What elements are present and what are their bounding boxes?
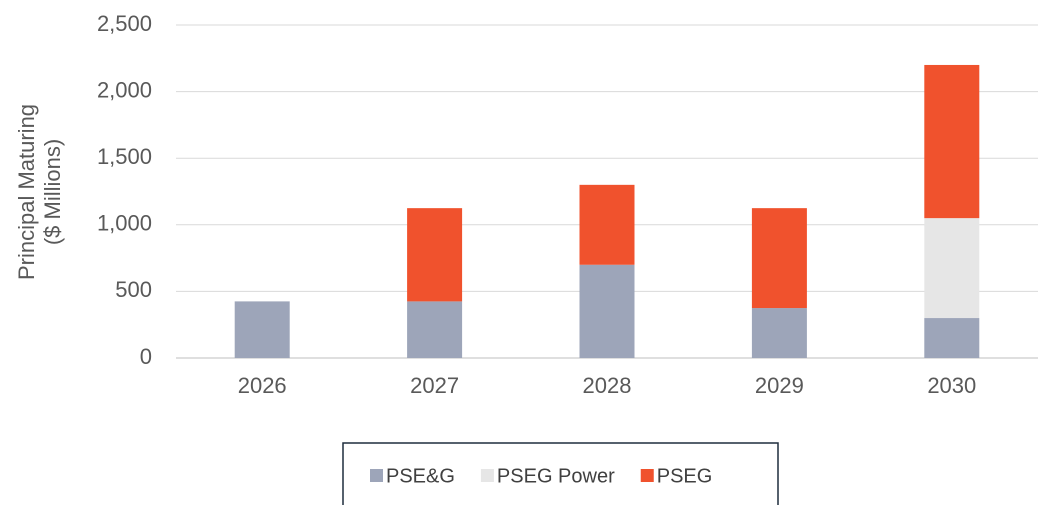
x-tick-label: 2026: [238, 373, 287, 398]
x-tick-label: 2028: [583, 373, 632, 398]
bar-segment: [924, 64, 980, 219]
bar-segment: [579, 264, 635, 358]
x-tick-label: 2030: [927, 373, 976, 398]
x-tick-label: 2027: [410, 373, 459, 398]
legend-box: [342, 442, 779, 505]
legend-label: PSEG Power: [497, 465, 615, 487]
y-tick-label: 0: [140, 344, 152, 369]
legend-label: PSE&G: [386, 465, 455, 487]
y-axis-title-line: Principal Maturing: [14, 104, 39, 280]
bar-segment: [924, 318, 980, 358]
bar-segment: [234, 301, 290, 358]
y-tick-label: 1,000: [97, 211, 152, 236]
bar-segment: [579, 184, 635, 265]
y-tick-label: 2,500: [97, 11, 152, 36]
x-tick-label: 2029: [755, 373, 804, 398]
bar-segment: [751, 308, 807, 358]
bar-segment: [751, 208, 807, 309]
bar-segment: [924, 218, 980, 319]
legend-swatch: [640, 469, 654, 482]
legend-swatch: [370, 469, 383, 482]
y-tick-label: 1,500: [97, 144, 152, 169]
y-tick-label: 2,000: [97, 77, 152, 102]
bar-segment: [407, 208, 463, 302]
bar-segment: [407, 301, 463, 358]
legend-swatch: [480, 469, 494, 482]
y-axis-title: Principal Maturing ($ Millions): [14, 104, 65, 280]
y-axis-title-line: ($ Millions): [40, 139, 65, 245]
legend-label: PSEG: [657, 465, 713, 487]
y-tick-label: 500: [115, 277, 152, 302]
